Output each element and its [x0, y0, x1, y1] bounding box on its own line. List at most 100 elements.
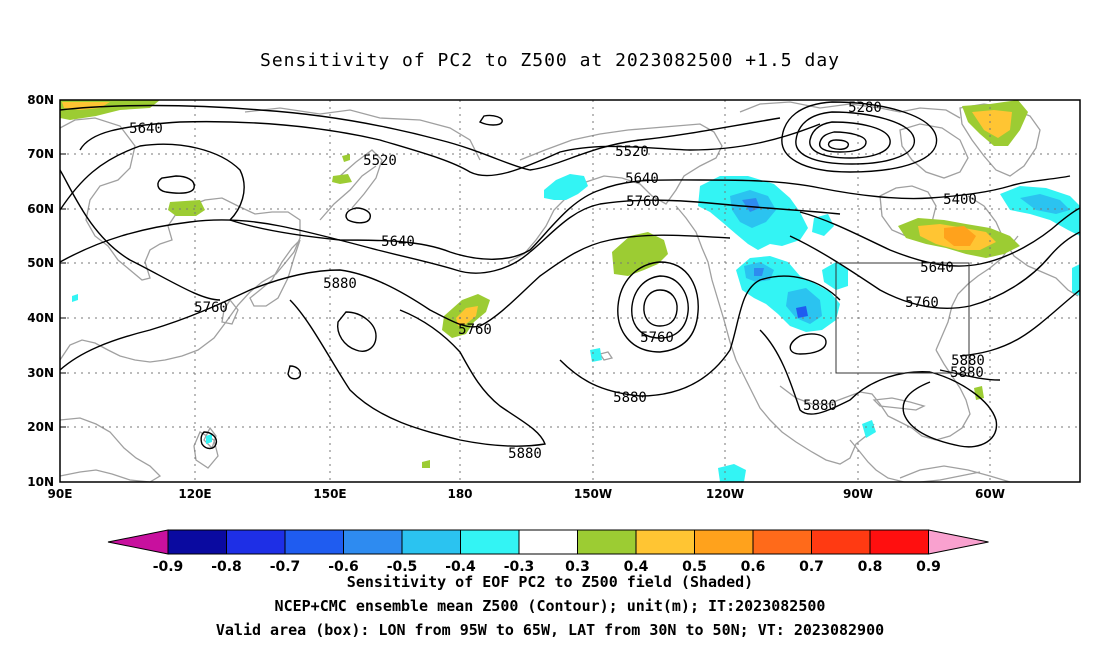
colorbar-swatch [284, 529, 344, 555]
contour-label: 5760 [194, 300, 228, 316]
contour-5760-east [789, 231, 1081, 309]
shade-quebec-orange [944, 226, 976, 246]
colorbar-swatch [811, 529, 871, 555]
colorbar-label: -0.3 [504, 559, 535, 575]
shade-canada-blue2 [742, 198, 760, 212]
contour-label: 5880 [950, 365, 984, 381]
colorbar-swatch [518, 529, 578, 555]
colorbar-low-arrow [107, 529, 169, 555]
contour-label: 5880 [803, 398, 837, 414]
contour-label: 5880 [951, 353, 985, 369]
colorbar-label: 0.8 [858, 559, 883, 575]
lon-tick-label: 120W [706, 487, 744, 501]
shade-sub-cyan [718, 464, 746, 482]
colorbar-label: 0.3 [565, 559, 590, 575]
colorbar-label: -0.7 [270, 559, 301, 575]
shade-dateline-yellow [456, 306, 478, 326]
caption-line-3: Valid area (box): LON from 95W to 65W, L… [215, 621, 885, 639]
lon-tick-label: 180 [447, 487, 472, 501]
shade-us-blue2 [786, 288, 822, 324]
lat-tick-label: 80N [27, 93, 54, 107]
colorbar-label: 0.9 [916, 559, 941, 575]
lat-tick-label: 20N [27, 420, 54, 434]
lat-axis-labels: 80N 70N 60N 50N 40N 30N 20N 10N [27, 93, 66, 489]
contour-label: 5520 [363, 153, 397, 169]
colorbar-swatch [343, 529, 403, 555]
contour-label: 5880 [613, 390, 647, 406]
contour-small-4 [287, 365, 302, 380]
shade-mid-cyan [590, 348, 602, 362]
colorbar-swatch [869, 529, 929, 555]
contour-label: 5880 [508, 446, 542, 462]
shade-us-cyan-east [822, 262, 848, 290]
coastline-asia [59, 117, 301, 363]
colorbar-label: -0.9 [153, 559, 184, 575]
coastline-nw-america [675, 205, 875, 465]
contour-5760-low-3 [643, 289, 678, 327]
contour-label: 5640 [920, 260, 954, 276]
contour-label: 5640 [625, 171, 659, 187]
colorbar-swatch [577, 529, 637, 555]
lat-tick-label: 50N [27, 256, 54, 270]
lon-tick-label: 150E [313, 487, 346, 501]
coastline-korea [221, 298, 239, 325]
contour-5520 [79, 120, 821, 177]
coastline-hawaii [598, 351, 614, 361]
contour-label: 5760 [458, 322, 492, 338]
shade-carib-cyan [862, 420, 876, 438]
coastline-japan [249, 239, 301, 307]
shade-canada-cyan2 [812, 214, 834, 236]
coastline-east-us [935, 235, 1019, 351]
coastline-central-america [849, 439, 981, 483]
colorbar-label: -0.5 [387, 559, 418, 575]
contour-5640-north [59, 104, 781, 171]
shade-us-core2 [796, 306, 808, 318]
shade-small-3 [422, 460, 430, 468]
caption-line-1: Sensitivity of EOF PC2 to Z500 field (Sh… [346, 573, 754, 591]
colorbar-swatch [226, 529, 286, 555]
contour-label: 5640 [381, 234, 415, 250]
contour-5400-east [819, 175, 1071, 200]
lat-tick-label: 60N [27, 202, 54, 216]
contour-small-6 [478, 114, 503, 126]
lat-tick-label: 30N [27, 366, 54, 380]
z500-contours [59, 101, 1081, 450]
lon-tick-label: 60W [975, 487, 1005, 501]
shade-greenland-yellow [972, 110, 1012, 138]
colorbar-high-arrow [928, 529, 989, 555]
shade-siberia-small [168, 200, 205, 216]
shade-np-2 [342, 154, 350, 162]
plot-title: Sensitivity of PC2 to Z500 at 2023082500… [259, 50, 840, 71]
contour-5880-atlantic [902, 371, 998, 448]
contour-5880-e2 [939, 369, 1001, 381]
contour-5640-east [799, 207, 1081, 267]
contour-label: 5400 [943, 192, 977, 208]
colorbar-swatch [694, 529, 754, 555]
coastline-cuba [872, 397, 926, 411]
contour-label: 5760 [640, 330, 674, 346]
contour-5280-in1 [809, 121, 891, 159]
colorbar-swatch [167, 529, 227, 555]
contour-5280-mid [795, 111, 915, 165]
contour-5880-asia [59, 234, 731, 371]
shade-small-2 [206, 434, 212, 444]
contour-small-7 [789, 333, 827, 355]
lon-axis-labels: 90E 120E 150E 180 150W 120W 90W 60W [48, 487, 1005, 501]
coastline-kuril [319, 165, 377, 221]
contour-label: 5760 [905, 295, 939, 311]
lat-lon-grid [60, 100, 1080, 482]
colorbar-label: -0.4 [445, 559, 476, 575]
colorbar-label: 0.6 [741, 559, 766, 575]
coastline-gulf-mexico [779, 349, 971, 441]
coastline-kamchatka [339, 149, 383, 209]
shade-carib-green [974, 386, 984, 400]
lon-tick-label: 90W [843, 487, 873, 501]
coastline-siberia [244, 107, 481, 161]
contour-5880-ep [559, 275, 841, 397]
colorbar: -0.9 -0.8 -0.7 -0.6 -0.5 -0.4 -0.3 0.3 0.4 0.5 0.6… [107, 529, 989, 575]
shade-small-1 [72, 294, 78, 302]
contour-5760-asia [59, 199, 841, 274]
contour-label: 5520 [615, 144, 649, 160]
contour-5760-low-2 [631, 275, 689, 339]
